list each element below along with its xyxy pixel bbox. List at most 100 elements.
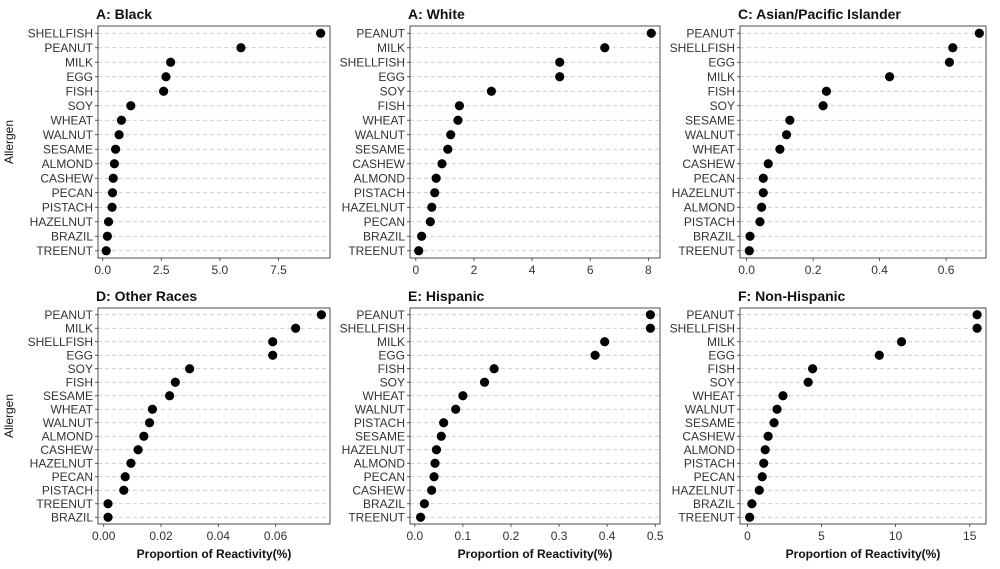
- data-point: [948, 43, 958, 53]
- y-tick-label: MILK: [65, 55, 93, 69]
- y-tick-label: TREENUT: [36, 497, 93, 511]
- y-tick-label: TREENUT: [36, 244, 93, 258]
- data-point: [555, 57, 565, 67]
- data-point: [103, 512, 113, 522]
- y-tick-label: WALNUT: [685, 402, 736, 416]
- y-tick-label: SOY: [710, 375, 735, 389]
- y-tick-label: PISTACH: [42, 200, 93, 214]
- data-point: [436, 431, 446, 441]
- y-tick-label: WALNUT: [43, 128, 94, 142]
- data-point: [417, 231, 427, 241]
- data-point: [144, 418, 155, 428]
- panel-title: A: White: [408, 6, 465, 22]
- data-point: [110, 144, 121, 154]
- data-point: [555, 72, 565, 82]
- y-tick-label: EGG: [66, 70, 93, 84]
- x-tick-label: 8: [645, 263, 652, 277]
- x-tick-label: 0.2: [503, 529, 520, 543]
- data-point: [757, 202, 767, 212]
- data-point: [744, 246, 754, 256]
- y-tick-label: SOY: [68, 99, 93, 113]
- data-point: [754, 485, 764, 495]
- y-tick-label: TREENUT: [348, 510, 405, 524]
- x-tick-label: 15: [963, 529, 977, 543]
- y-tick-label: EGG: [708, 348, 735, 362]
- y-tick-label: WALNUT: [685, 128, 736, 142]
- plot-frame: [409, 25, 661, 259]
- chart-panel-5: E: HispanicPEANUTSHELLFISHMILKEGGFISHSOY…: [340, 288, 664, 561]
- data-point: [166, 57, 176, 67]
- y-tick-label: WALNUT: [43, 416, 94, 430]
- y-tick-label: SESAME: [685, 113, 735, 127]
- y-tick-label: EGG: [378, 70, 405, 84]
- data-point: [785, 115, 795, 125]
- data-point: [419, 499, 430, 509]
- data-point: [139, 431, 149, 441]
- data-point: [818, 101, 828, 111]
- data-point: [803, 377, 813, 387]
- panel-title: D: Other Races: [96, 288, 197, 304]
- x-tick-label: 0.02: [149, 529, 173, 543]
- x-tick-label: 2.5: [153, 263, 170, 277]
- chart-panel-6: F: Non-HispanicPEANUTSHELLFISHMILKEGGFIS…: [670, 288, 987, 561]
- y-tick-label: CASHEW: [682, 429, 735, 443]
- y-tick-label: TREENUT: [348, 244, 405, 258]
- y-tick-label: HAZELNUT: [30, 215, 94, 229]
- y-tick-label: HAZELNUT: [342, 200, 406, 214]
- data-point: [120, 472, 130, 482]
- x-tick-label: 4: [529, 263, 536, 277]
- x-axis-label: Proportion of Reactivity(%): [786, 547, 941, 561]
- data-point: [760, 445, 770, 455]
- y-tick-label: PEANUT: [686, 308, 735, 322]
- data-point: [268, 337, 278, 347]
- data-point: [126, 458, 136, 468]
- y-tick-label: WHEAT: [693, 142, 736, 156]
- data-point: [458, 391, 468, 401]
- x-tick-label: 5.0: [212, 263, 229, 277]
- x-tick-label: 6: [587, 263, 594, 277]
- data-point: [769, 418, 779, 428]
- y-tick-label: MILK: [377, 41, 405, 55]
- y-tick-label: CASHEW: [40, 443, 93, 457]
- data-point: [454, 101, 465, 111]
- y-axis-label: Allergen: [2, 394, 16, 438]
- y-tick-label: WHEAT: [693, 389, 736, 403]
- data-point: [103, 499, 113, 509]
- chart-panel-4: D: Other RacesPEANUTMILKSHELLFISHEGGSOYF…: [2, 288, 331, 561]
- chart-panel-1: A: BlackSHELLFISHPEANUTMILKEGGFISHSOYWHE…: [2, 6, 331, 277]
- data-point: [316, 28, 326, 38]
- data-point: [600, 337, 610, 347]
- x-tick-label: 0.0: [738, 263, 755, 277]
- y-tick-label: BRAZIL: [363, 497, 405, 511]
- y-tick-label: EGG: [708, 55, 735, 69]
- x-tick-label: 0.6: [938, 263, 955, 277]
- y-tick-label: SHELLFISH: [28, 26, 93, 40]
- data-point: [102, 231, 112, 241]
- chart-panel-2: A: WhitePEANUTMILKSHELLFISHEGGSOYFISHWHE…: [340, 6, 661, 277]
- data-point: [759, 458, 769, 468]
- data-point: [821, 86, 832, 96]
- x-tick-label: 2: [471, 263, 478, 277]
- y-tick-label: FISH: [378, 362, 405, 376]
- y-tick-label: PECAN: [694, 470, 735, 484]
- data-point: [316, 310, 327, 320]
- data-point: [109, 159, 120, 169]
- data-point: [757, 472, 767, 482]
- y-tick-label: SOY: [68, 362, 93, 376]
- y-tick-label: PECAN: [52, 186, 93, 200]
- data-point: [415, 512, 426, 522]
- y-tick-label: SOY: [380, 375, 405, 389]
- y-tick-label: PISTACH: [42, 483, 93, 497]
- y-tick-label: BRAZIL: [51, 510, 93, 524]
- y-tick-label: HAZELNUT: [672, 186, 736, 200]
- y-tick-label: PISTACH: [354, 416, 405, 430]
- y-tick-label: SOY: [710, 99, 735, 113]
- data-point: [446, 130, 456, 140]
- y-tick-label: SESAME: [43, 389, 93, 403]
- y-tick-label: FISH: [708, 362, 735, 376]
- chart-panel-3: C: Asian/Pacific IslanderPEANUTSHELLFISH…: [670, 6, 987, 277]
- y-tick-label: PISTACH: [684, 215, 735, 229]
- data-point: [646, 28, 656, 38]
- y-tick-label: ALMOND: [354, 171, 406, 185]
